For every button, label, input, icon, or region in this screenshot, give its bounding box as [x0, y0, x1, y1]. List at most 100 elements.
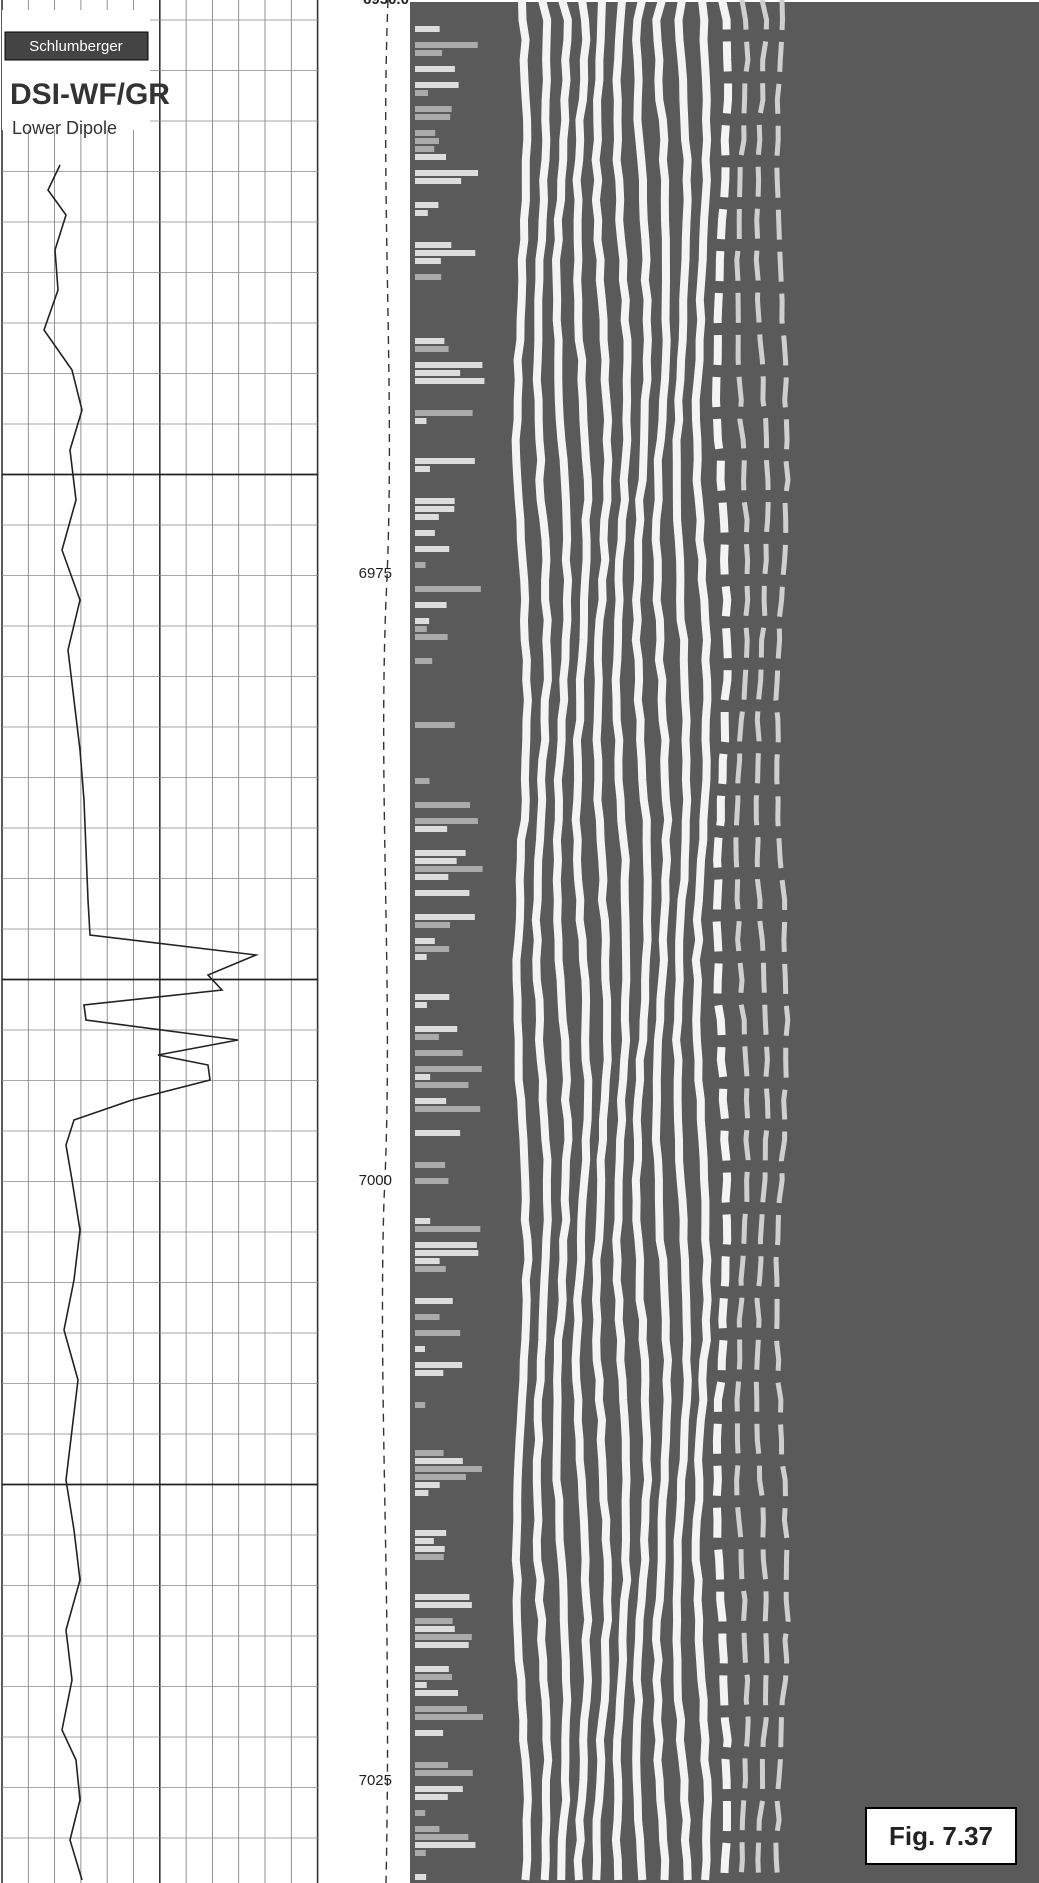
speckle: [415, 874, 449, 880]
speckle: [415, 506, 455, 512]
waveform-stripe: [773, 0, 791, 1881]
speckle: [415, 346, 449, 352]
speckle: [415, 1346, 426, 1352]
speckle: [415, 1066, 482, 1072]
speckle: [415, 1402, 426, 1408]
waveform-stripe: [711, 0, 733, 1881]
speckle: [415, 858, 457, 864]
gr-track-grid: [1, 0, 319, 1883]
waveform-speckle: [415, 26, 485, 1880]
speckle: [415, 1530, 447, 1536]
speckle: [415, 1730, 444, 1736]
waveform-stripe: [591, 0, 613, 1881]
speckle: [415, 130, 436, 136]
speckle: [415, 1786, 463, 1792]
speckle: [415, 1490, 429, 1496]
speckle: [415, 946, 450, 952]
speckle: [415, 514, 439, 520]
speckle: [415, 1314, 440, 1320]
speckle: [415, 1690, 458, 1696]
speckle: [415, 562, 426, 568]
speckle: [415, 1666, 449, 1672]
speckle: [415, 90, 429, 96]
figure-label-box: [865, 1807, 1017, 1865]
speckle: [415, 1218, 431, 1224]
speckle: [415, 1602, 472, 1608]
waveform-stripe: [733, 0, 751, 1881]
speckle: [415, 658, 433, 664]
speckle: [415, 82, 459, 88]
depth-label: 6950.0: [363, 0, 409, 8]
speckle: [415, 1330, 461, 1336]
waveform-stripe: [531, 0, 553, 1881]
speckle: [415, 410, 473, 416]
gr-curve: [43, 164, 260, 1881]
waveform-stripe: [631, 0, 653, 1881]
speckle: [415, 1362, 463, 1368]
speckle: [415, 618, 430, 624]
speckle: [415, 1098, 447, 1104]
speckle: [415, 1634, 472, 1640]
speckle: [415, 1674, 453, 1680]
speckle: [415, 1082, 469, 1088]
speckle: [415, 1706, 468, 1712]
speckle: [415, 42, 478, 48]
speckle: [415, 866, 483, 872]
speckle: [415, 210, 428, 216]
depth-label: 7000: [359, 1172, 392, 1189]
speckle: [415, 1458, 463, 1464]
speckle: [415, 802, 471, 808]
header-backdrop: [2, 10, 150, 130]
speckle: [415, 498, 455, 504]
speckle: [415, 362, 483, 368]
speckle: [415, 378, 485, 384]
speckle: [415, 1834, 469, 1840]
log-title: DSI-WF/GR: [10, 78, 170, 111]
speckle: [415, 1242, 477, 1248]
speckle: [415, 1450, 444, 1456]
waveform-stripe: [511, 0, 533, 1881]
waveform-stripe: [571, 0, 593, 1881]
speckle: [415, 1074, 431, 1080]
waveform-stripe: [611, 0, 632, 1881]
speckle: [415, 1554, 444, 1560]
speckle: [415, 826, 448, 832]
speckle: [415, 1298, 453, 1304]
speckle: [415, 26, 440, 32]
speckle: [415, 1250, 479, 1256]
speckle: [415, 258, 441, 264]
speckle: [415, 634, 448, 640]
speckle: [415, 1642, 469, 1648]
speckle: [415, 1370, 444, 1376]
company-name: Schlumberger: [29, 38, 122, 55]
speckle: [415, 1266, 446, 1272]
speckle: [415, 1474, 466, 1480]
speckle: [415, 370, 461, 376]
speckle: [415, 994, 450, 1000]
speckle: [415, 1226, 481, 1232]
speckle: [415, 274, 442, 280]
waveform-stripe: [672, 0, 692, 1881]
speckle: [415, 1794, 448, 1800]
speckle: [415, 338, 445, 344]
figure-label: Fig. 7.37: [889, 1821, 993, 1851]
speckle: [415, 1842, 476, 1848]
waveform-stripes: [511, 0, 791, 1881]
depth-label: 6975: [359, 565, 392, 582]
speckle: [415, 1714, 483, 1720]
speckle: [415, 938, 435, 944]
speckle: [415, 1106, 481, 1112]
speckle: [415, 1130, 461, 1136]
depth-label: 7025: [359, 1772, 392, 1789]
speckle: [415, 1826, 440, 1832]
speckle: [415, 722, 455, 728]
speckle: [415, 626, 427, 632]
speckle: [415, 466, 430, 472]
company-badge: [4, 31, 149, 61]
speckle: [415, 1026, 458, 1032]
speckle: [415, 1770, 473, 1776]
speckle: [415, 154, 447, 160]
speckle: [415, 954, 427, 960]
